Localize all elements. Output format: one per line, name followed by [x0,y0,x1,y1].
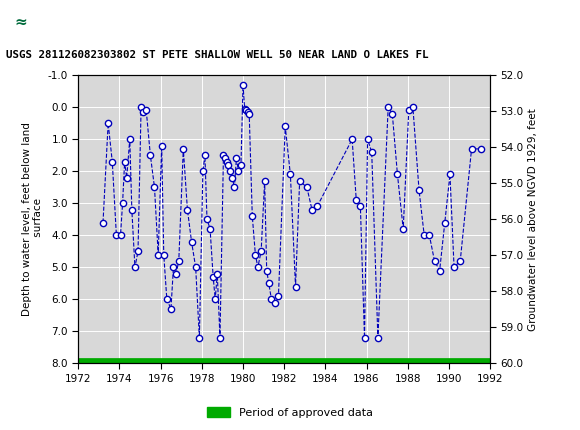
Y-axis label: Groundwater level above NGVD 1929, feet: Groundwater level above NGVD 1929, feet [528,108,538,331]
Text: USGS: USGS [38,14,93,31]
Text: USGS 281126082303802 ST PETE SHALLOW WELL 50 NEAR LAND O LAKES FL: USGS 281126082303802 ST PETE SHALLOW WEL… [6,50,428,60]
Text: ≈: ≈ [14,15,27,30]
Y-axis label: Depth to water level, feet below land
 surface: Depth to water level, feet below land su… [22,123,44,316]
Legend: Period of approved data: Period of approved data [203,403,377,422]
Bar [6,3,75,42]
